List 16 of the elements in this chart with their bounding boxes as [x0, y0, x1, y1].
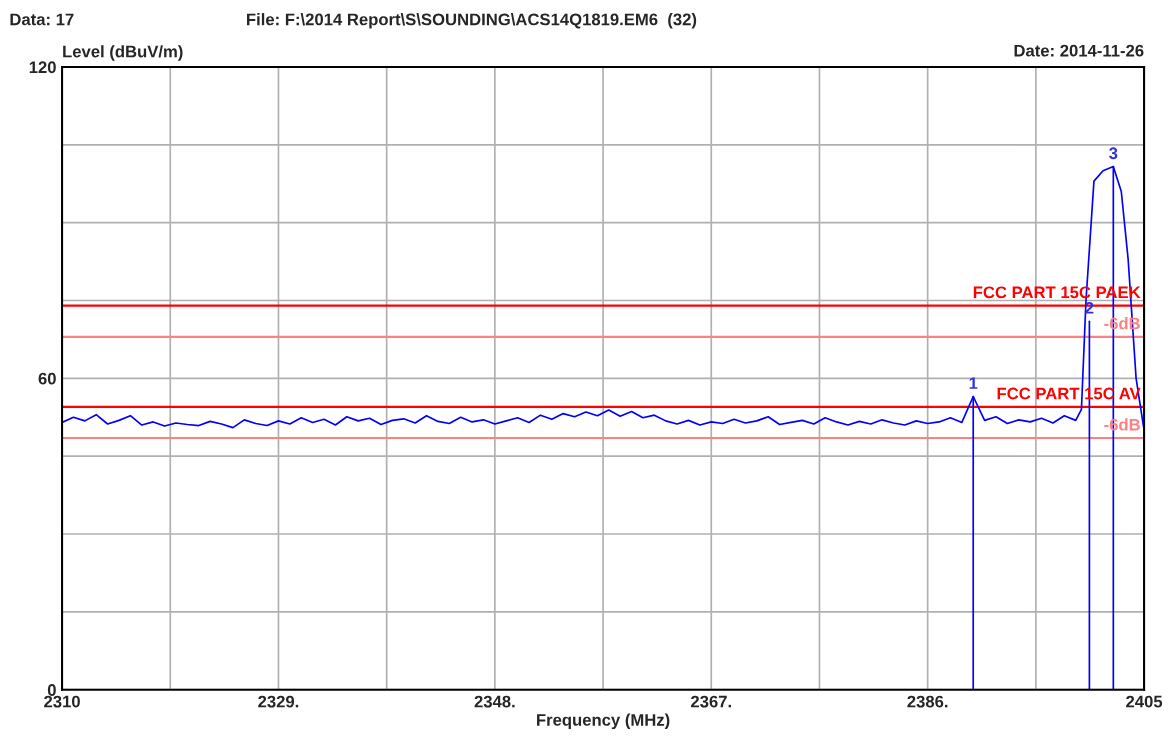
y-tick-label: 0: [47, 684, 56, 696]
annotation: 3: [1109, 147, 1118, 160]
x-axis-title: Frequency (MHz): [537, 713, 670, 730]
text: Data: 17: [10, 13, 74, 26]
chart-title: File: F:\2014 Report\S\SOUNDING\ACS14Q1819.EM6 (32): [247, 13, 697, 29]
x-tick-label: 2310: [44, 695, 80, 708]
annotation: 1: [969, 377, 978, 389]
y-axis-title: Level (dBuV/m): [63, 45, 183, 61]
x-tick-label: 2329.: [258, 695, 299, 708]
y-tick-label: 60: [38, 372, 56, 385]
x-tick-label: 2405: [1126, 695, 1163, 708]
x-tick-label: 2367.: [690, 695, 731, 708]
x-tick-label: 2348.: [474, 695, 515, 708]
y-tick-label: 120: [29, 61, 56, 74]
x-tick-label: 2386.: [907, 695, 948, 708]
text: Date: 2014-11-26: [1014, 44, 1144, 57]
